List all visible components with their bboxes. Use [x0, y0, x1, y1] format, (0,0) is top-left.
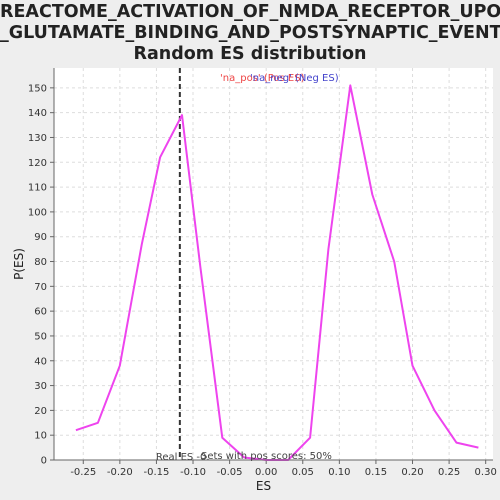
y-tick-label: 130	[28, 133, 47, 144]
x-tick-label: -0.05	[217, 467, 243, 478]
y-tick-label: 110	[28, 183, 47, 194]
y-tick-label: 150	[28, 83, 47, 94]
plot-area	[54, 68, 493, 460]
chart-title-line-1: REACTOME_ACTIVATION_OF_NMDA_RECEPTOR_UPO…	[0, 2, 500, 22]
pos-scores-label: Sets with pos scores: 50%	[201, 451, 332, 462]
y-tick-label: 140	[28, 108, 47, 119]
chart-title-line-3: Random ES distribution	[133, 44, 367, 64]
x-tick-label: -0.20	[107, 467, 133, 478]
x-tick-label: -0.25	[70, 467, 96, 478]
y-tick-label: 40	[34, 356, 47, 367]
real-es-label: Real ES -0.	[156, 452, 210, 463]
x-tick-label: 0.30	[475, 467, 497, 478]
y-tick-label: 80	[34, 257, 47, 268]
x-tick-label: 0.15	[365, 467, 387, 478]
y-tick-label: 60	[34, 307, 47, 318]
y-tick-label: 30	[34, 381, 47, 392]
x-tick-label: 0.10	[328, 467, 350, 478]
x-axis-ticks: -0.25 -0.20 -0.15 -0.10 -0.05 0.00 0.05 0.10 0.1…	[70, 460, 497, 478]
x-tick-label: 0.05	[292, 467, 314, 478]
y-tick-label: 70	[34, 282, 47, 293]
y-tick-label: 100	[28, 207, 47, 218]
x-tick-label: -0.15	[143, 467, 169, 478]
y-tick-label: 20	[34, 406, 47, 417]
y-axis-ticks: 0 10 20 30 40 50 60 70 80 90 100 110 120 130 140 150	[28, 83, 54, 467]
y-tick-label: 10	[34, 431, 47, 442]
x-tick-label: 0.20	[401, 467, 423, 478]
chart-title-line-2: _GLUTAMATE_BINDING_AND_POSTSYNAPTIC_EVEN…	[0, 23, 500, 43]
x-tick-label: -0.10	[180, 467, 206, 478]
y-tick-label: 90	[34, 232, 47, 243]
legend-entry-pos: 'na_pos' (Pos ES)	[220, 73, 305, 84]
x-tick-label: 0.25	[438, 467, 460, 478]
y-tick-label: 50	[34, 331, 47, 342]
x-tick-label: 0.00	[255, 467, 277, 478]
y-tick-label: 120	[28, 158, 47, 169]
y-tick-label: 0	[41, 456, 47, 467]
legend-entry-neg: 'na_neg' (Neg ES)	[250, 73, 339, 84]
x-axis-label: ES	[256, 479, 271, 493]
y-axis-label: P(ES)	[12, 248, 26, 280]
